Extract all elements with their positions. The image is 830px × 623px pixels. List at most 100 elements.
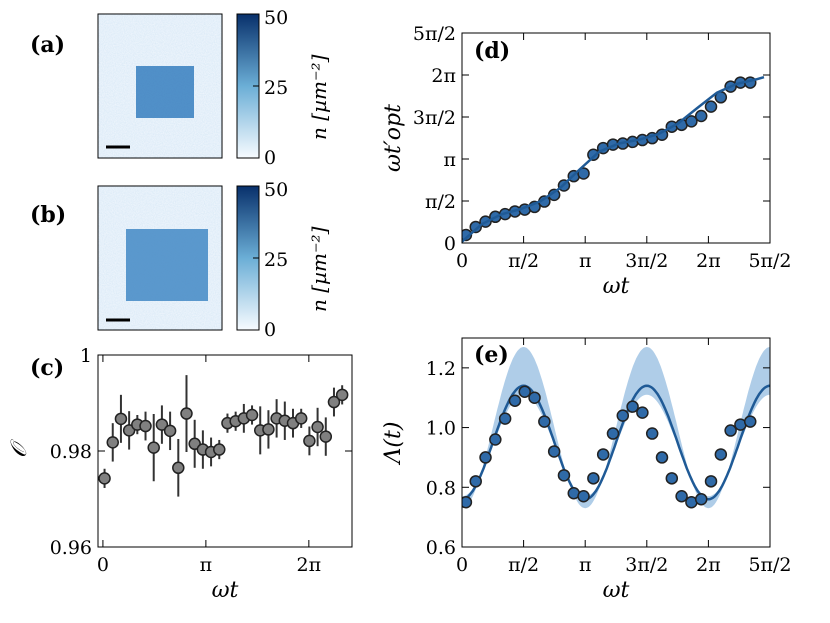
- data-point: [616, 409, 630, 422]
- data-point: [665, 472, 679, 485]
- x-tick-label: π: [579, 250, 592, 272]
- data-point: [106, 436, 119, 449]
- data-point: [655, 451, 669, 464]
- colorbar-a-tick-0: 0: [264, 147, 276, 169]
- colorbar-b-tick-0: 0: [264, 319, 276, 341]
- x-tick-label: 2π: [696, 250, 721, 272]
- data-point: [704, 475, 718, 488]
- data-point: [587, 472, 600, 485]
- x-axis-label: ωt: [212, 578, 239, 603]
- data-point: [606, 427, 620, 440]
- data-point: [139, 419, 152, 433]
- data-point: [587, 148, 600, 162]
- x-tick-label: π/2: [508, 554, 539, 576]
- y-tick-label: 2π: [431, 65, 456, 87]
- data-point: [319, 430, 333, 443]
- data-point: [577, 167, 590, 180]
- colorbar-a-label: n [µm⁻²]: [307, 54, 331, 140]
- y-tick-label: 1: [80, 345, 92, 367]
- fit-line: [462, 384, 770, 501]
- data-point: [147, 441, 160, 454]
- data-point: [180, 407, 193, 420]
- data-point: [311, 420, 324, 434]
- data-point: [685, 115, 698, 128]
- data-point: [98, 472, 111, 485]
- data-point: [704, 100, 718, 113]
- chart-e-plot-area: [462, 347, 770, 509]
- data-point: [163, 424, 177, 438]
- chart-c: 0 π 2π 0.96 0.98 1 ωt 𝒪: [7, 345, 353, 603]
- data-point: [114, 412, 128, 426]
- x-tick-label: 0: [456, 250, 468, 272]
- data-point: [303, 434, 316, 448]
- data-point: [335, 388, 349, 402]
- x-tick-label: 5π/2: [748, 554, 791, 576]
- x-tick-label: 2π: [696, 554, 721, 576]
- chart-d-frame: [461, 32, 771, 244]
- data-point: [577, 489, 590, 503]
- x-axis-label: ωt: [603, 578, 630, 603]
- data-point: [626, 400, 639, 413]
- y-tick-label: 1.0: [426, 418, 456, 440]
- data-point: [479, 451, 492, 464]
- x-tick-label: 0: [97, 554, 109, 576]
- data-point: [155, 418, 169, 431]
- x-tick-label: 3π/2: [625, 250, 668, 272]
- y-tick-label: 1.2: [426, 358, 456, 380]
- data-point: [462, 495, 473, 509]
- panel-b: (b): [30, 185, 223, 331]
- data-point: [498, 412, 512, 425]
- x-tick-label: π: [200, 554, 213, 576]
- data-point: [694, 492, 708, 506]
- y-tick-label: 0.6: [426, 537, 456, 559]
- y-tick-label: 3π/2: [413, 107, 456, 129]
- y-tick-label: 0: [444, 233, 456, 255]
- chart-e-frame: [461, 337, 771, 548]
- panel-b-label: (b): [30, 202, 66, 228]
- y-tick-label: 0.98: [50, 441, 92, 463]
- x-tick-label: 2π: [297, 554, 322, 576]
- y-axis-label: Λ(t): [381, 422, 406, 466]
- data-point: [518, 385, 531, 398]
- x-tick-label: 0: [456, 554, 468, 576]
- y-tick-label: 0.96: [50, 537, 92, 559]
- data-point: [489, 433, 502, 446]
- data-point: [469, 220, 482, 234]
- atom-cloud-b-texture: [126, 229, 208, 301]
- data-point: [557, 469, 571, 482]
- y-tick-label: 0.8: [426, 477, 456, 499]
- data-point: [262, 423, 275, 436]
- data-point: [172, 461, 185, 475]
- x-axis-label: ωt: [603, 274, 630, 299]
- data-point: [714, 448, 728, 461]
- data-point: [213, 443, 226, 456]
- data-point: [743, 415, 757, 428]
- colorbar-b-tick-50: 50: [264, 179, 288, 201]
- panel-a: (a): [30, 13, 223, 159]
- data-point: [538, 415, 551, 428]
- colorbar-b-tick-25: 25: [264, 249, 288, 271]
- panel-a-label: (a): [30, 32, 65, 58]
- chart-c-plot-area: [98, 375, 349, 497]
- x-tick-label: π: [579, 554, 592, 576]
- panel-d-label: (d): [474, 38, 510, 64]
- colorbar-a-tick-25: 25: [264, 77, 288, 99]
- colorbar-b: 50 25 0 n [µm⁻²]: [236, 179, 331, 341]
- uncertainty-band: [462, 347, 770, 509]
- panel-c-label: (c): [30, 355, 64, 381]
- data-point: [469, 475, 482, 488]
- y-tick-label: π: [444, 149, 457, 171]
- y-axis-label: ωt′opt: [381, 104, 406, 172]
- fit-line: [462, 75, 765, 243]
- y-tick-label: 5π/2: [413, 23, 456, 45]
- chart-e: 0 π/2 π 3π/2 2π 5π/2 0.6 0.8 1.0 1.2 ωt Λ(t): [381, 337, 792, 603]
- chart-d: 0 π/2 π 3π/2 2π 5π/2 0 π/2 π 3π/2 2π 5π/2 ωt ωt′opt: [381, 23, 792, 299]
- chart-d-plot-area: [462, 75, 765, 243]
- colorbar-a-tick-50: 50: [264, 7, 288, 29]
- panel-e-label: (e): [474, 342, 509, 368]
- x-tick-label: 3π/2: [625, 554, 668, 576]
- data-point: [694, 109, 708, 123]
- data-point: [547, 445, 561, 458]
- y-tick-label: π/2: [425, 191, 456, 213]
